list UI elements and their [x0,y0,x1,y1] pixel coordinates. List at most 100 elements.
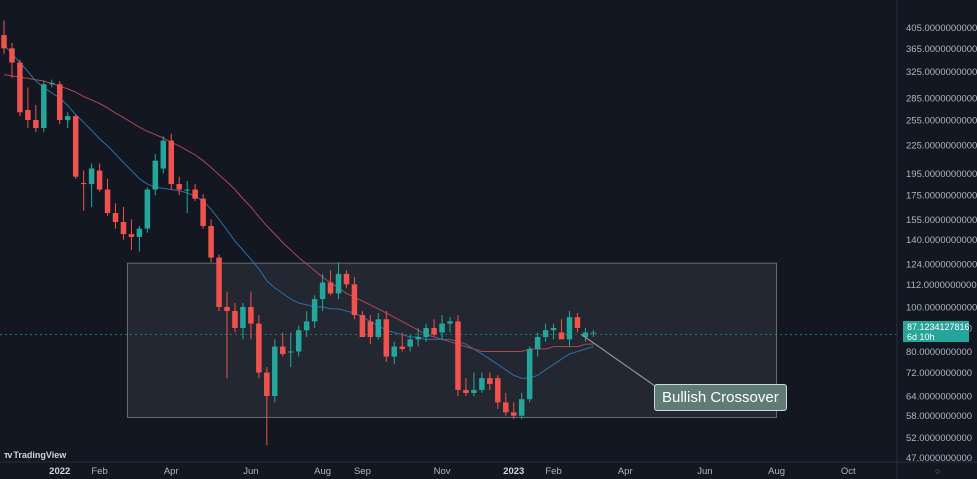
candle [17,59,23,117]
price-tick-label: 100.0000000000 [906,302,977,313]
time-tick-label: Feb [545,466,561,477]
bullish-crossover-label[interactable]: Bullish Crossover [654,384,787,411]
candle [33,104,39,133]
price-tick-label: 195.0000000000 [906,169,977,180]
candle-body [327,282,334,294]
candle [168,133,175,190]
candle [510,402,517,420]
candle-body [25,110,31,120]
candle [495,375,501,409]
candle [383,310,390,362]
moving-averages [3,44,594,379]
candle [128,219,135,250]
candle [64,112,71,128]
candle [415,327,421,347]
candle-body [303,321,310,331]
candle [399,332,405,352]
candle-body [359,315,366,338]
candle-body [439,323,445,333]
price-tick-label: 124.0000000000 [906,259,977,270]
price-tick-label: 365.0000000000 [906,44,977,55]
candle [526,346,533,403]
candle [9,42,15,78]
tradingview-logo-icon: ᴛv [4,450,12,460]
candle-body [256,323,262,373]
price-tick-label: 155.0000000000 [906,215,977,226]
current-price-tag: 87.1234127816 6d 10h [903,321,970,342]
candle [112,203,119,229]
candle [463,378,469,397]
candle [272,339,278,403]
candle [590,330,597,338]
candle [534,332,541,357]
price-axis[interactable]: 405.0000000000 365.0000000000 325.00000000… [896,0,977,479]
candle-body [17,62,23,113]
candle-body [510,412,517,416]
candle-body [423,327,429,338]
price-tick-label: 405.0000000000 [906,23,977,34]
time-tick-label: Aug [314,466,331,477]
price-tick-label: 285.0000000000 [906,93,977,104]
candle [216,254,222,311]
price-tick-label: 72.0000000000 [906,368,972,379]
candle-body [415,337,421,340]
price-tick-label: 175.0000000000 [906,191,977,202]
candle-body [550,327,557,331]
candle-body [88,168,95,185]
candle [25,87,31,128]
candle-body [224,306,230,311]
price-tick-label: 325.0000000000 [906,67,977,78]
candle [240,302,246,340]
candle-body [463,389,469,393]
candle-body [295,330,302,352]
candle [479,372,485,393]
candle [375,313,382,340]
candle [248,291,254,340]
candle [41,80,47,133]
candle [303,310,310,338]
candle [104,178,111,216]
candle-body [582,332,589,338]
candle [152,154,159,196]
settings-icon[interactable]: ○ [935,466,941,476]
candle-body [57,84,63,120]
candle [550,323,557,340]
candle-body [526,349,533,400]
price-tick-label: 80.0000000000 [906,347,972,358]
candle [391,341,398,365]
candle [367,315,374,345]
price-tick-label: 64.0000000000 [906,392,972,403]
candle-body [272,346,278,397]
candle [582,327,589,342]
candle-body [112,213,119,222]
candle [200,194,206,229]
time-tick-label: Feb [91,466,107,477]
candle-body [264,372,270,397]
candle-body [1,35,7,49]
ma-slow-line [3,74,594,352]
tradingview-brand-text: TradingView [13,450,67,460]
candle-body [104,189,111,214]
candle-body [144,189,151,229]
candle-body [343,273,350,285]
candle-body [240,306,246,328]
candle [319,273,326,311]
candle [295,325,302,357]
tradingview-logo[interactable]: ᴛv TradingView [4,450,66,460]
time-tick-label: Apr [164,466,179,477]
candle [439,315,445,340]
candle [224,291,230,379]
time-tick-label: Jun [243,466,258,477]
candle [311,295,318,328]
time-tick-label: Jun [697,466,712,477]
candle [176,176,182,196]
candle-body [383,319,390,357]
candle [574,313,581,333]
time-axis[interactable]: 2022 Feb Apr Jun Aug Sep Nov 2023 Feb Apr Jun Aug Oc… [0,461,977,477]
candle [96,163,103,192]
price-tick-label: 112.0000000000 [906,280,977,291]
candle [487,372,493,390]
candle [423,323,429,342]
candle [407,334,413,352]
